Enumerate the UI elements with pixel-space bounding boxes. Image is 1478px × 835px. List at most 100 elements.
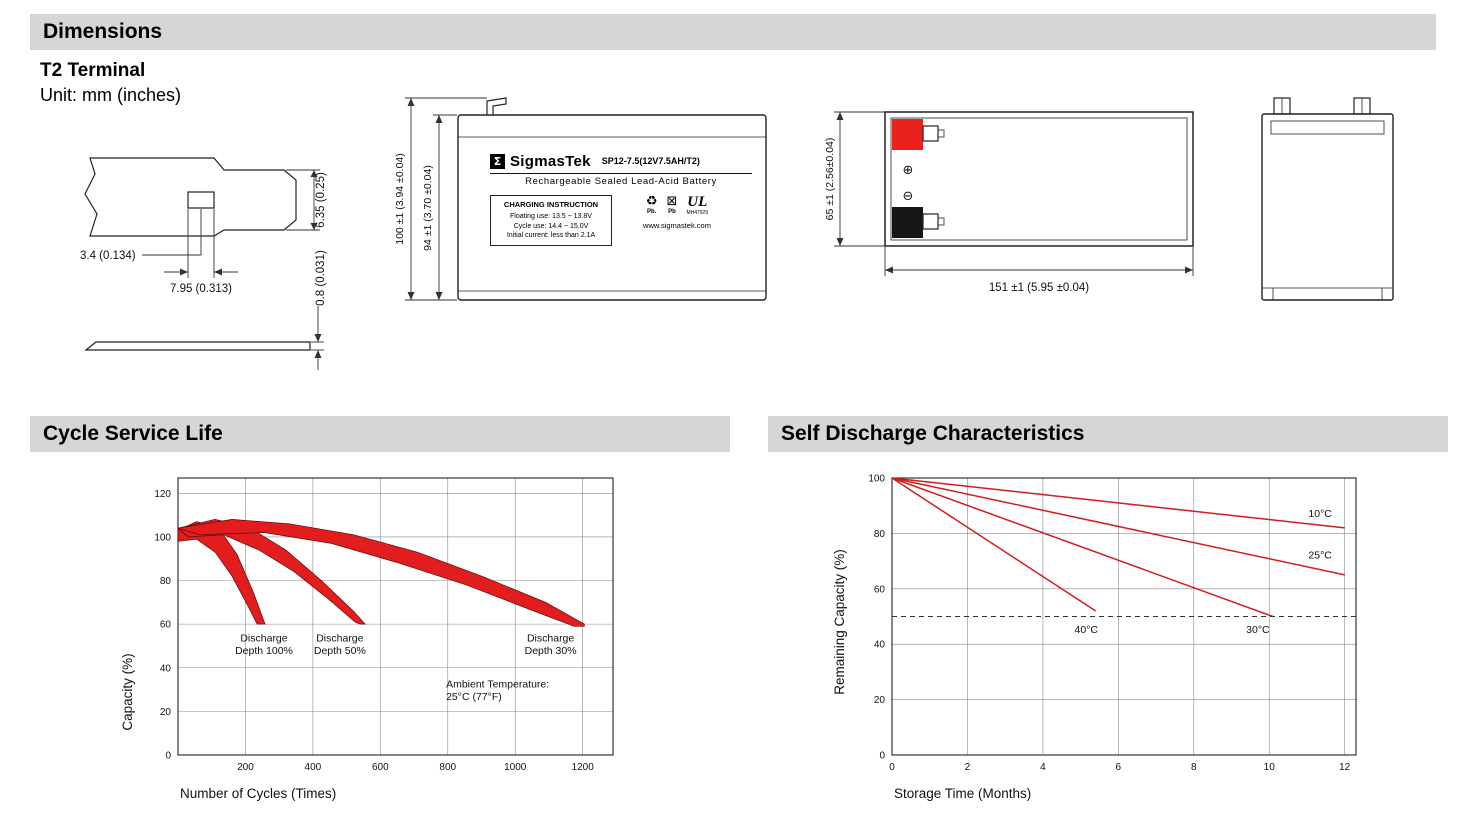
unit-note: Unit: mm (inches) xyxy=(40,85,182,105)
sigmastek-logo-icon: Σ xyxy=(490,153,505,169)
x-tick-label: 800 xyxy=(439,762,456,773)
y-tick-label: 120 xyxy=(154,489,171,500)
y-tick-label: 80 xyxy=(160,576,172,587)
recycle-glyph: ♻ xyxy=(645,194,658,209)
series-line xyxy=(891,477,1097,612)
chart-annotation: 40°C xyxy=(1075,624,1099,636)
x-axis-title: Storage Time (Months) xyxy=(894,786,1031,801)
y-tick-label: 60 xyxy=(874,584,886,595)
website-text: www.sigmastek.com xyxy=(643,221,711,230)
charging-instruction-box: CHARGING INSTRUCTION Floating use: 13.5 … xyxy=(490,195,612,246)
certification-icons-row: ♻ Pb. ⊠ Pb UL MH47929 xyxy=(645,194,709,217)
y-tick-label: 80 xyxy=(874,529,886,540)
y-tick-label: 100 xyxy=(868,474,885,485)
charging-line-3: Initial current: less than 2.1A xyxy=(506,232,596,239)
terminal-profile xyxy=(84,157,311,351)
chart-annotation: 10°C xyxy=(1308,508,1332,520)
dimension-lines xyxy=(142,169,324,370)
y-tick-label: 20 xyxy=(874,695,886,706)
side-body-outline xyxy=(1261,113,1394,301)
dimension-lines xyxy=(405,97,487,301)
y-tick-label: 40 xyxy=(160,663,172,674)
x-axis-title: Number of Cycles (Times) xyxy=(180,786,336,801)
x-tick-label: 10 xyxy=(1264,762,1276,773)
dim-length: 151 ±1 (5.95 ±0.04) xyxy=(989,282,1089,294)
section-header-self-discharge: Self Discharge Characteristics xyxy=(768,416,1448,452)
terminal-outline xyxy=(84,157,297,237)
x-tick-label: 2 xyxy=(965,762,971,773)
bin-glyph: ⊠ xyxy=(666,194,678,209)
terminal-type-title: T2 Terminal xyxy=(40,60,146,81)
battery-top-view: 65 ±1 (2.56±0.04) 151 ±1 (5.95 ±0.04) ⊕ … xyxy=(824,111,1194,294)
ul-letters: UL xyxy=(687,194,708,210)
case-top: ⊕ ⊖ xyxy=(884,111,1194,247)
model-number: SP12-7.5(12V7.5AH/T2) xyxy=(601,156,700,166)
section-title: Dimensions xyxy=(43,20,163,43)
battery-type-line: Rechargeable Sealed Lead-Acid Battery xyxy=(525,176,717,187)
self-discharge-chart: 0 2 4 6 8 10 12 0 20 40 60 80 100 10°C 25°C 40°C 30°C Sto… xyxy=(832,474,1357,801)
dim-width: 65 ±1 (2.56±0.04) xyxy=(824,138,836,221)
terminal-slot xyxy=(187,191,215,209)
section-header-cycle-service-life: Cycle Service Life xyxy=(30,416,730,452)
positive-symbol: ⊕ xyxy=(903,163,914,178)
section-header-dimensions: Dimensions xyxy=(30,14,1436,50)
charging-line-2: Cycle use: 14.4 ~ 15.0V xyxy=(513,222,589,230)
positive-tab-tip xyxy=(937,129,945,138)
charging-title: CHARGING INSTRUCTION xyxy=(503,200,599,209)
battery-side-view xyxy=(1261,97,1394,301)
ul-file-number: MH47929 xyxy=(686,210,709,216)
chart-annotation: Discharge Depth 30% xyxy=(525,633,577,658)
plot-border xyxy=(177,477,614,756)
battery-body-outline xyxy=(457,114,767,301)
dim-overall-height: 100 ±1 (3.94 ±0.04) xyxy=(394,153,406,245)
series-line xyxy=(891,477,1274,618)
label-divider xyxy=(490,173,752,174)
negative-symbol: ⊖ xyxy=(903,189,914,204)
dim-tab-width: 7.95 (0.313) xyxy=(170,283,232,295)
y-tick-label: 20 xyxy=(160,707,172,718)
dim-tab-height: 6.35 (0.25) xyxy=(315,172,327,228)
y-tick-label: 0 xyxy=(879,751,885,762)
x-tick-label: 12 xyxy=(1339,762,1351,773)
x-tick-label: 1000 xyxy=(504,762,527,773)
case-outline xyxy=(884,111,1194,247)
side-view-shapes xyxy=(1261,97,1394,301)
battery-front-view: 100 ±1 (3.94 ±0.04) 94 ±1 (3.70 ±0.04) xyxy=(394,97,767,301)
y-tick-label: 0 xyxy=(165,751,171,762)
section-title: Cycle Service Life xyxy=(43,422,223,445)
x-tick-label: 0 xyxy=(889,762,895,773)
negative-terminal xyxy=(892,207,923,238)
cycle-service-life-chart: 200 400 600 800 1000 1200 0 20 40 60 80 100 120 Disch… xyxy=(120,477,614,801)
case-inner-outline xyxy=(890,117,1188,241)
x-tick-label: 4 xyxy=(1040,762,1046,773)
pb-label: Pb xyxy=(668,209,676,215)
battery-label: Σ SigmasTek SP12-7.5(12V7.5AH/T2) Rechar… xyxy=(490,152,752,246)
positive-tab xyxy=(922,125,939,142)
x-tick-label: 1200 xyxy=(572,762,595,773)
pb-label: Pb. xyxy=(647,209,657,215)
y-axis-title: Capacity (%) xyxy=(120,653,135,730)
brand-row: Σ SigmasTek SP12-7.5(12V7.5AH/T2) xyxy=(490,152,752,170)
label-body: CHARGING INSTRUCTION Floating use: 13.5 … xyxy=(490,195,752,246)
dim-container-height: 94 ±1 (3.70 ±0.04) xyxy=(422,165,434,251)
chart-annotation: Ambient Temperature: 25°C (77°F) xyxy=(446,678,549,703)
y-tick-label: 100 xyxy=(154,532,171,543)
section-title: Self Discharge Characteristics xyxy=(781,422,1085,445)
chart-annotation: 30°C xyxy=(1246,624,1270,636)
terminal-blade xyxy=(84,341,311,351)
negative-tab xyxy=(922,213,939,230)
plot-border xyxy=(891,477,1357,756)
series-line xyxy=(891,477,1345,576)
top-recess xyxy=(1270,120,1385,135)
discharge-band xyxy=(177,519,585,627)
negative-tab-tip xyxy=(937,217,945,226)
ul-mark-icon: UL MH47929 xyxy=(686,194,709,217)
terminal-tab xyxy=(486,97,507,115)
x-tick-label: 6 xyxy=(1116,762,1122,773)
series-line xyxy=(891,477,1345,529)
x-tick-label: 200 xyxy=(237,762,254,773)
y-tick-label: 40 xyxy=(874,640,886,651)
dimension-lines xyxy=(834,111,1194,276)
battery-case xyxy=(457,97,767,301)
x-tick-label: 600 xyxy=(372,762,389,773)
